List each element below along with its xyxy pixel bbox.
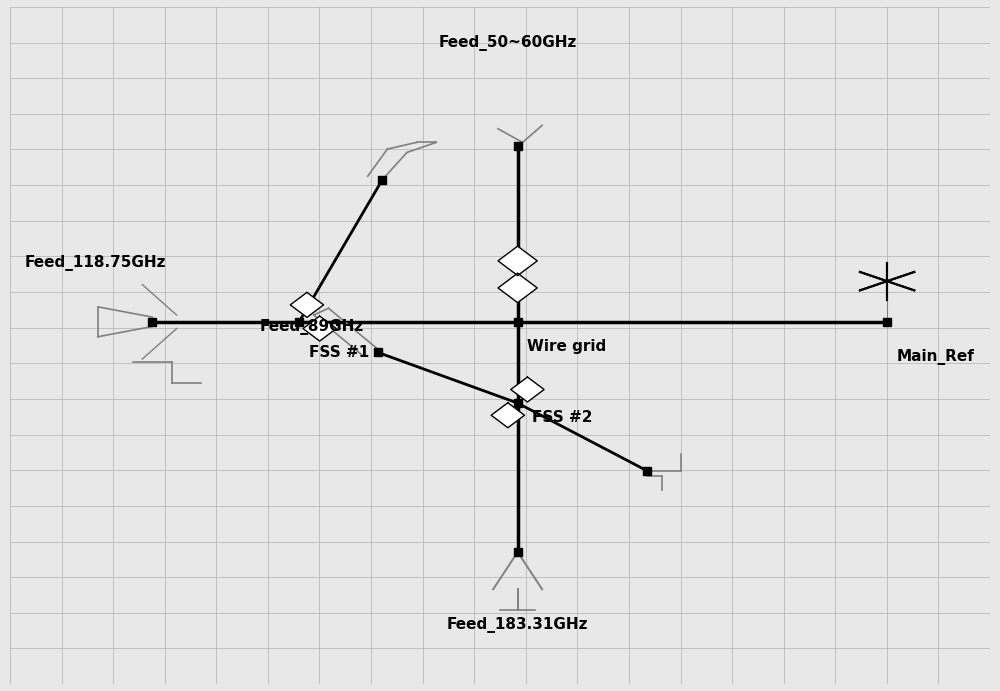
Polygon shape xyxy=(498,273,537,303)
Text: Feed_50~60GHz: Feed_50~60GHz xyxy=(439,35,577,51)
Text: Wire grid: Wire grid xyxy=(527,339,607,354)
Text: Main_Ref: Main_Ref xyxy=(897,349,975,365)
Polygon shape xyxy=(303,316,336,341)
Polygon shape xyxy=(498,246,537,276)
Polygon shape xyxy=(290,292,324,317)
Polygon shape xyxy=(491,403,524,428)
Text: Feed_183.31GHz: Feed_183.31GHz xyxy=(447,617,588,633)
Text: FSS #1: FSS #1 xyxy=(309,346,369,361)
Polygon shape xyxy=(511,377,544,402)
Text: FSS #2: FSS #2 xyxy=(532,410,593,425)
Text: Feed_118.75GHz: Feed_118.75GHz xyxy=(25,255,166,271)
Text: Feed_89GHz: Feed_89GHz xyxy=(260,319,364,335)
